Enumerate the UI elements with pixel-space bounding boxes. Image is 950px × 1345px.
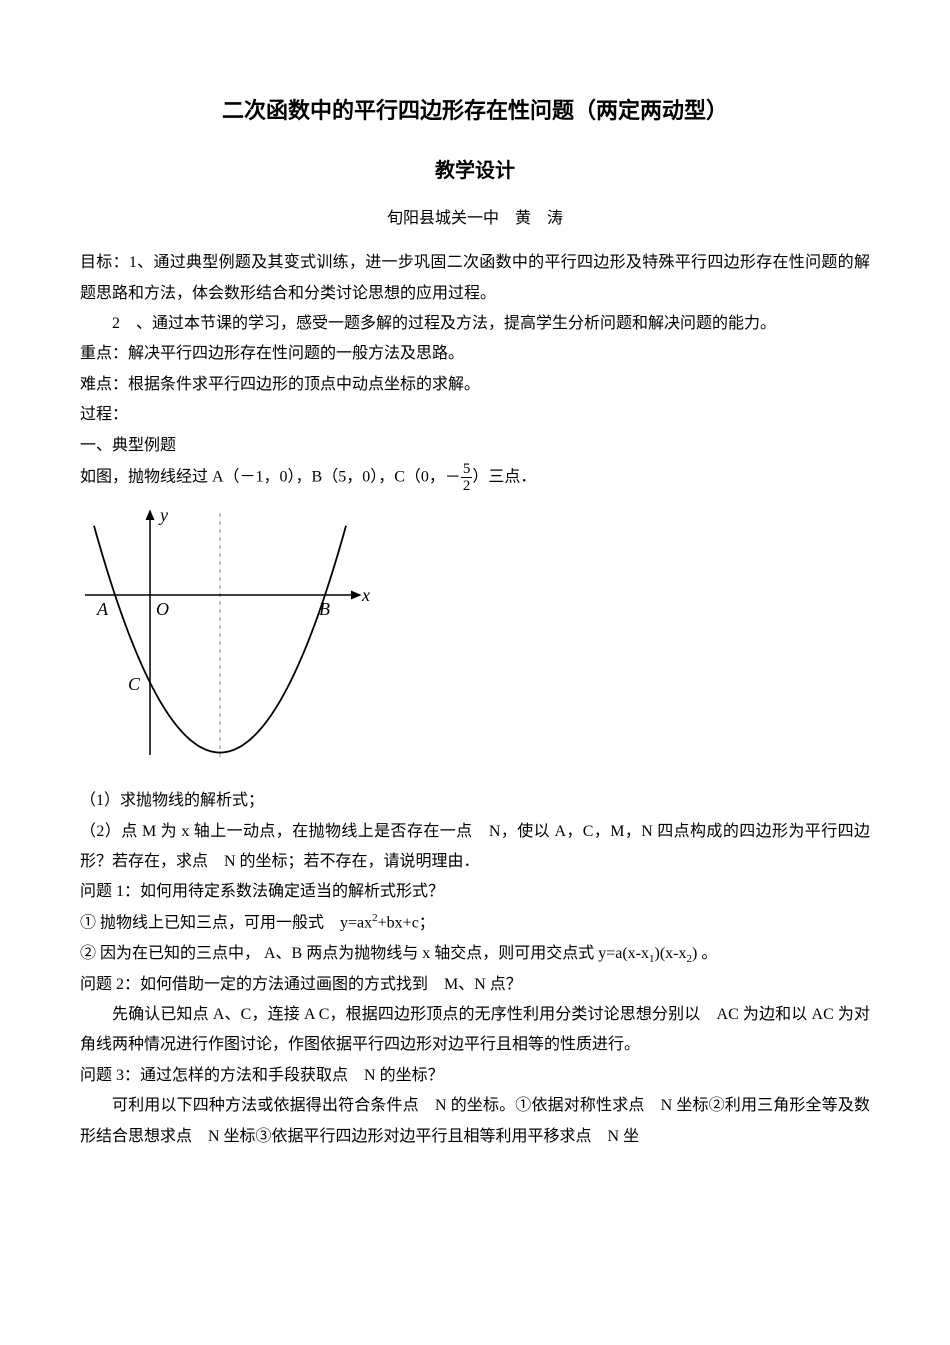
- example-stem: 如图，抛物线经过 A（－1，0），B（5，0），C（0，－52）三点．: [80, 461, 870, 495]
- answer-1-1: ① 抛物线上已知三点，可用一般式 y=ax2+bx+c；: [80, 908, 870, 939]
- svg-text:A: A: [96, 599, 109, 619]
- goal-label: 目标：: [80, 254, 129, 271]
- key-point: 重点：解决平行四边形存在性问题的一般方法及思路。: [80, 339, 870, 369]
- frac-num: 5: [461, 461, 473, 479]
- p2-label: 问题 2：: [80, 976, 140, 993]
- a1-2-mid: )(x-x: [655, 945, 687, 962]
- svg-text:O: O: [156, 599, 169, 619]
- p3-label: 问题 3：: [80, 1067, 140, 1084]
- svg-text:C: C: [128, 674, 141, 694]
- frac-den: 2: [461, 478, 473, 495]
- answer-3: 可利用以下四种方法或依据得出符合条件点 N 的坐标。①依据对称性求点 N 坐标②…: [80, 1091, 870, 1152]
- process-label: 过程：: [80, 400, 870, 430]
- a1-2-post: ) 。: [692, 945, 717, 962]
- section-1: 一、典型例题: [80, 431, 870, 461]
- svg-text:x: x: [361, 585, 370, 605]
- page-subtitle: 教学设计: [80, 152, 870, 190]
- p2-text: 如何借助一定的方法通过画图的方式找到 M、N 点？: [140, 976, 522, 993]
- example-post: ）三点．: [472, 469, 536, 486]
- a1-1-pre: ① 抛物线上已知三点，可用一般式 y=ax: [80, 914, 372, 931]
- diff-text: 根据条件求平行四边形的顶点中动点坐标的求解。: [128, 376, 480, 393]
- key-label: 重点：: [80, 345, 128, 362]
- key-text: 解决平行四边形存在性问题的一般方法及思路。: [128, 345, 464, 362]
- question-1: （1）求抛物线的解析式；: [80, 786, 870, 816]
- p3-text: 通过怎样的方法和手段获取点 N 的坐标？: [140, 1067, 444, 1084]
- question-2: （2）点 M 为 x 轴上一动点，在抛物线上是否存在一点 N，使以 A，C，M，…: [80, 817, 870, 878]
- example-pre: 如图，抛物线经过 A（－1，0），B（5，0），C（0，: [80, 469, 445, 486]
- diff-label: 难点：: [80, 376, 128, 393]
- goal-2: 2 、通过本节课的学习，感受一题多解的过程及方法，提高学生分析问题和解决问题的能…: [80, 309, 870, 339]
- p1-text: 如何用待定系数法确定适当的解析式形式？: [140, 883, 444, 900]
- p1-label: 问题 1：: [80, 883, 140, 900]
- problem-1: 问题 1：如何用待定系数法确定适当的解析式形式？: [80, 877, 870, 907]
- svg-text:B: B: [319, 599, 330, 619]
- problem-3: 问题 3：通过怎样的方法和手段获取点 N 的坐标？: [80, 1061, 870, 1091]
- svg-text:y: y: [158, 505, 168, 525]
- difficult-point: 难点：根据条件求平行四边形的顶点中动点坐标的求解。: [80, 370, 870, 400]
- goal2-text: 、通过本节课的学习，感受一题多解的过程及方法，提高学生分析问题和解决问题的能力。: [136, 315, 776, 332]
- problem-2: 问题 2：如何借助一定的方法通过画图的方式找到 M、N 点？: [80, 970, 870, 1000]
- fraction-five-halves: 52: [461, 461, 473, 495]
- a1-2-pre: ② 因为在已知的三点中， A、B 两点为抛物线与 x 轴交点，则可用交点式 y=…: [80, 945, 649, 962]
- goal2-num: 2: [112, 315, 120, 332]
- page-title: 二次函数中的平行四边形存在性问题（两定两动型）: [80, 90, 870, 132]
- parabola-figure: y x A O B C: [80, 505, 870, 776]
- answer-2: 先确认已知点 A、C，连接 A C，根据四边形顶点的无序性利用分类讨论思想分别以…: [80, 1000, 870, 1061]
- a1-1-post: +bx+c；: [378, 914, 435, 931]
- goal1-text: 1、通过典型例题及其变式训练，进一步巩固二次函数中的平行四边形及特殊平行四边形存…: [80, 254, 870, 301]
- author-line: 旬阳县城关一中 黄 涛: [80, 204, 870, 234]
- answer-1-2: ② 因为在已知的三点中， A、B 两点为抛物线与 x 轴交点，则可用交点式 y=…: [80, 939, 870, 970]
- parabola-svg: y x A O B C: [80, 505, 380, 765]
- goal-1: 目标：1、通过典型例题及其变式训练，进一步巩固二次函数中的平行四边形及特殊平行四…: [80, 248, 870, 309]
- minus-sign: －: [445, 469, 461, 486]
